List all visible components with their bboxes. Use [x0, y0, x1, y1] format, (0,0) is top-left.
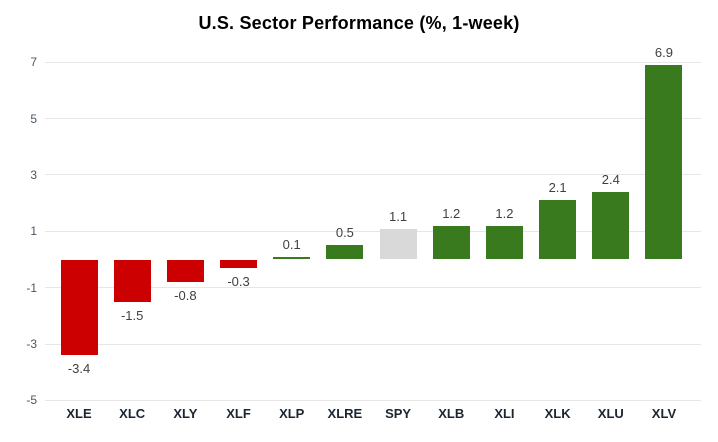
value-label-XLE: -3.4: [67, 361, 91, 377]
value-label-XLY: -0.8: [174, 288, 197, 304]
value-label-XLRE: 0.5: [335, 225, 354, 241]
x-axis-label-XLP: XLP: [279, 406, 305, 421]
y-axis-tick-label: -3: [26, 337, 37, 351]
gridline-y1: [45, 230, 701, 232]
y-axis-tick-label: 5: [30, 111, 37, 126]
x-axis-label-XLE: XLE: [66, 406, 92, 421]
y-axis-tick-label: 3: [30, 167, 37, 182]
value-label-XLC: -1.5: [120, 307, 144, 323]
gridline-y5: [45, 118, 701, 120]
bar-SPY: [379, 228, 417, 260]
x-axis-label-XLK: XLK: [544, 406, 571, 421]
bar-XLY: [166, 259, 204, 283]
bar-XLE: [60, 259, 98, 356]
gridline-y-5: [45, 399, 701, 401]
bar-XLRE: [326, 245, 364, 260]
y-axis-tick-label: 1: [30, 224, 37, 239]
x-axis-label-XLB: XLB: [438, 406, 465, 421]
gridline-y7: [45, 61, 701, 63]
gridline-y-1: [45, 287, 701, 289]
value-label-XLP: 0.1: [282, 236, 301, 252]
y-axis-tick-label: 7: [30, 55, 37, 70]
value-label-SPY: 1.1: [389, 208, 408, 224]
bar-XLI: [485, 225, 523, 260]
bar-XLC: [113, 259, 151, 302]
x-axis-label-XLRE: XLRE: [327, 406, 363, 421]
x-axis-label-XLI: XLI: [494, 406, 515, 421]
gridline-y3: [45, 174, 701, 176]
value-label-XLV: 6.9: [654, 45, 673, 61]
x-axis-label-XLF: XLF: [226, 406, 251, 421]
bar-XLU: [592, 191, 630, 260]
bar-XLK: [539, 200, 577, 260]
bar-XLP: [273, 256, 311, 260]
y-axis-tick-label: -1: [26, 280, 37, 295]
gridline-y-3: [45, 343, 701, 345]
value-label-XLK: 2.1: [548, 180, 567, 196]
value-label-XLI: 1.2: [495, 205, 514, 221]
value-label-XLU: 2.4: [601, 171, 620, 187]
x-axis-label-XLU: XLU: [597, 406, 624, 421]
bar-XLV: [645, 65, 683, 260]
value-label-XLB: 1.2: [442, 205, 461, 221]
x-axis-label-XLC: XLC: [119, 406, 146, 421]
chart-title: U.S. Sector Performance (%, 1-week): [198, 13, 520, 33]
bar-XLB: [432, 225, 470, 260]
x-axis-label-XLV: XLV: [651, 406, 677, 421]
value-label-XLF: -0.3: [227, 273, 250, 289]
x-axis-label-XLY: XLY: [173, 406, 198, 421]
y-axis-tick-label: -5: [26, 393, 37, 408]
x-axis-label-SPY: SPY: [385, 406, 412, 421]
bar-XLF: [220, 259, 258, 268]
